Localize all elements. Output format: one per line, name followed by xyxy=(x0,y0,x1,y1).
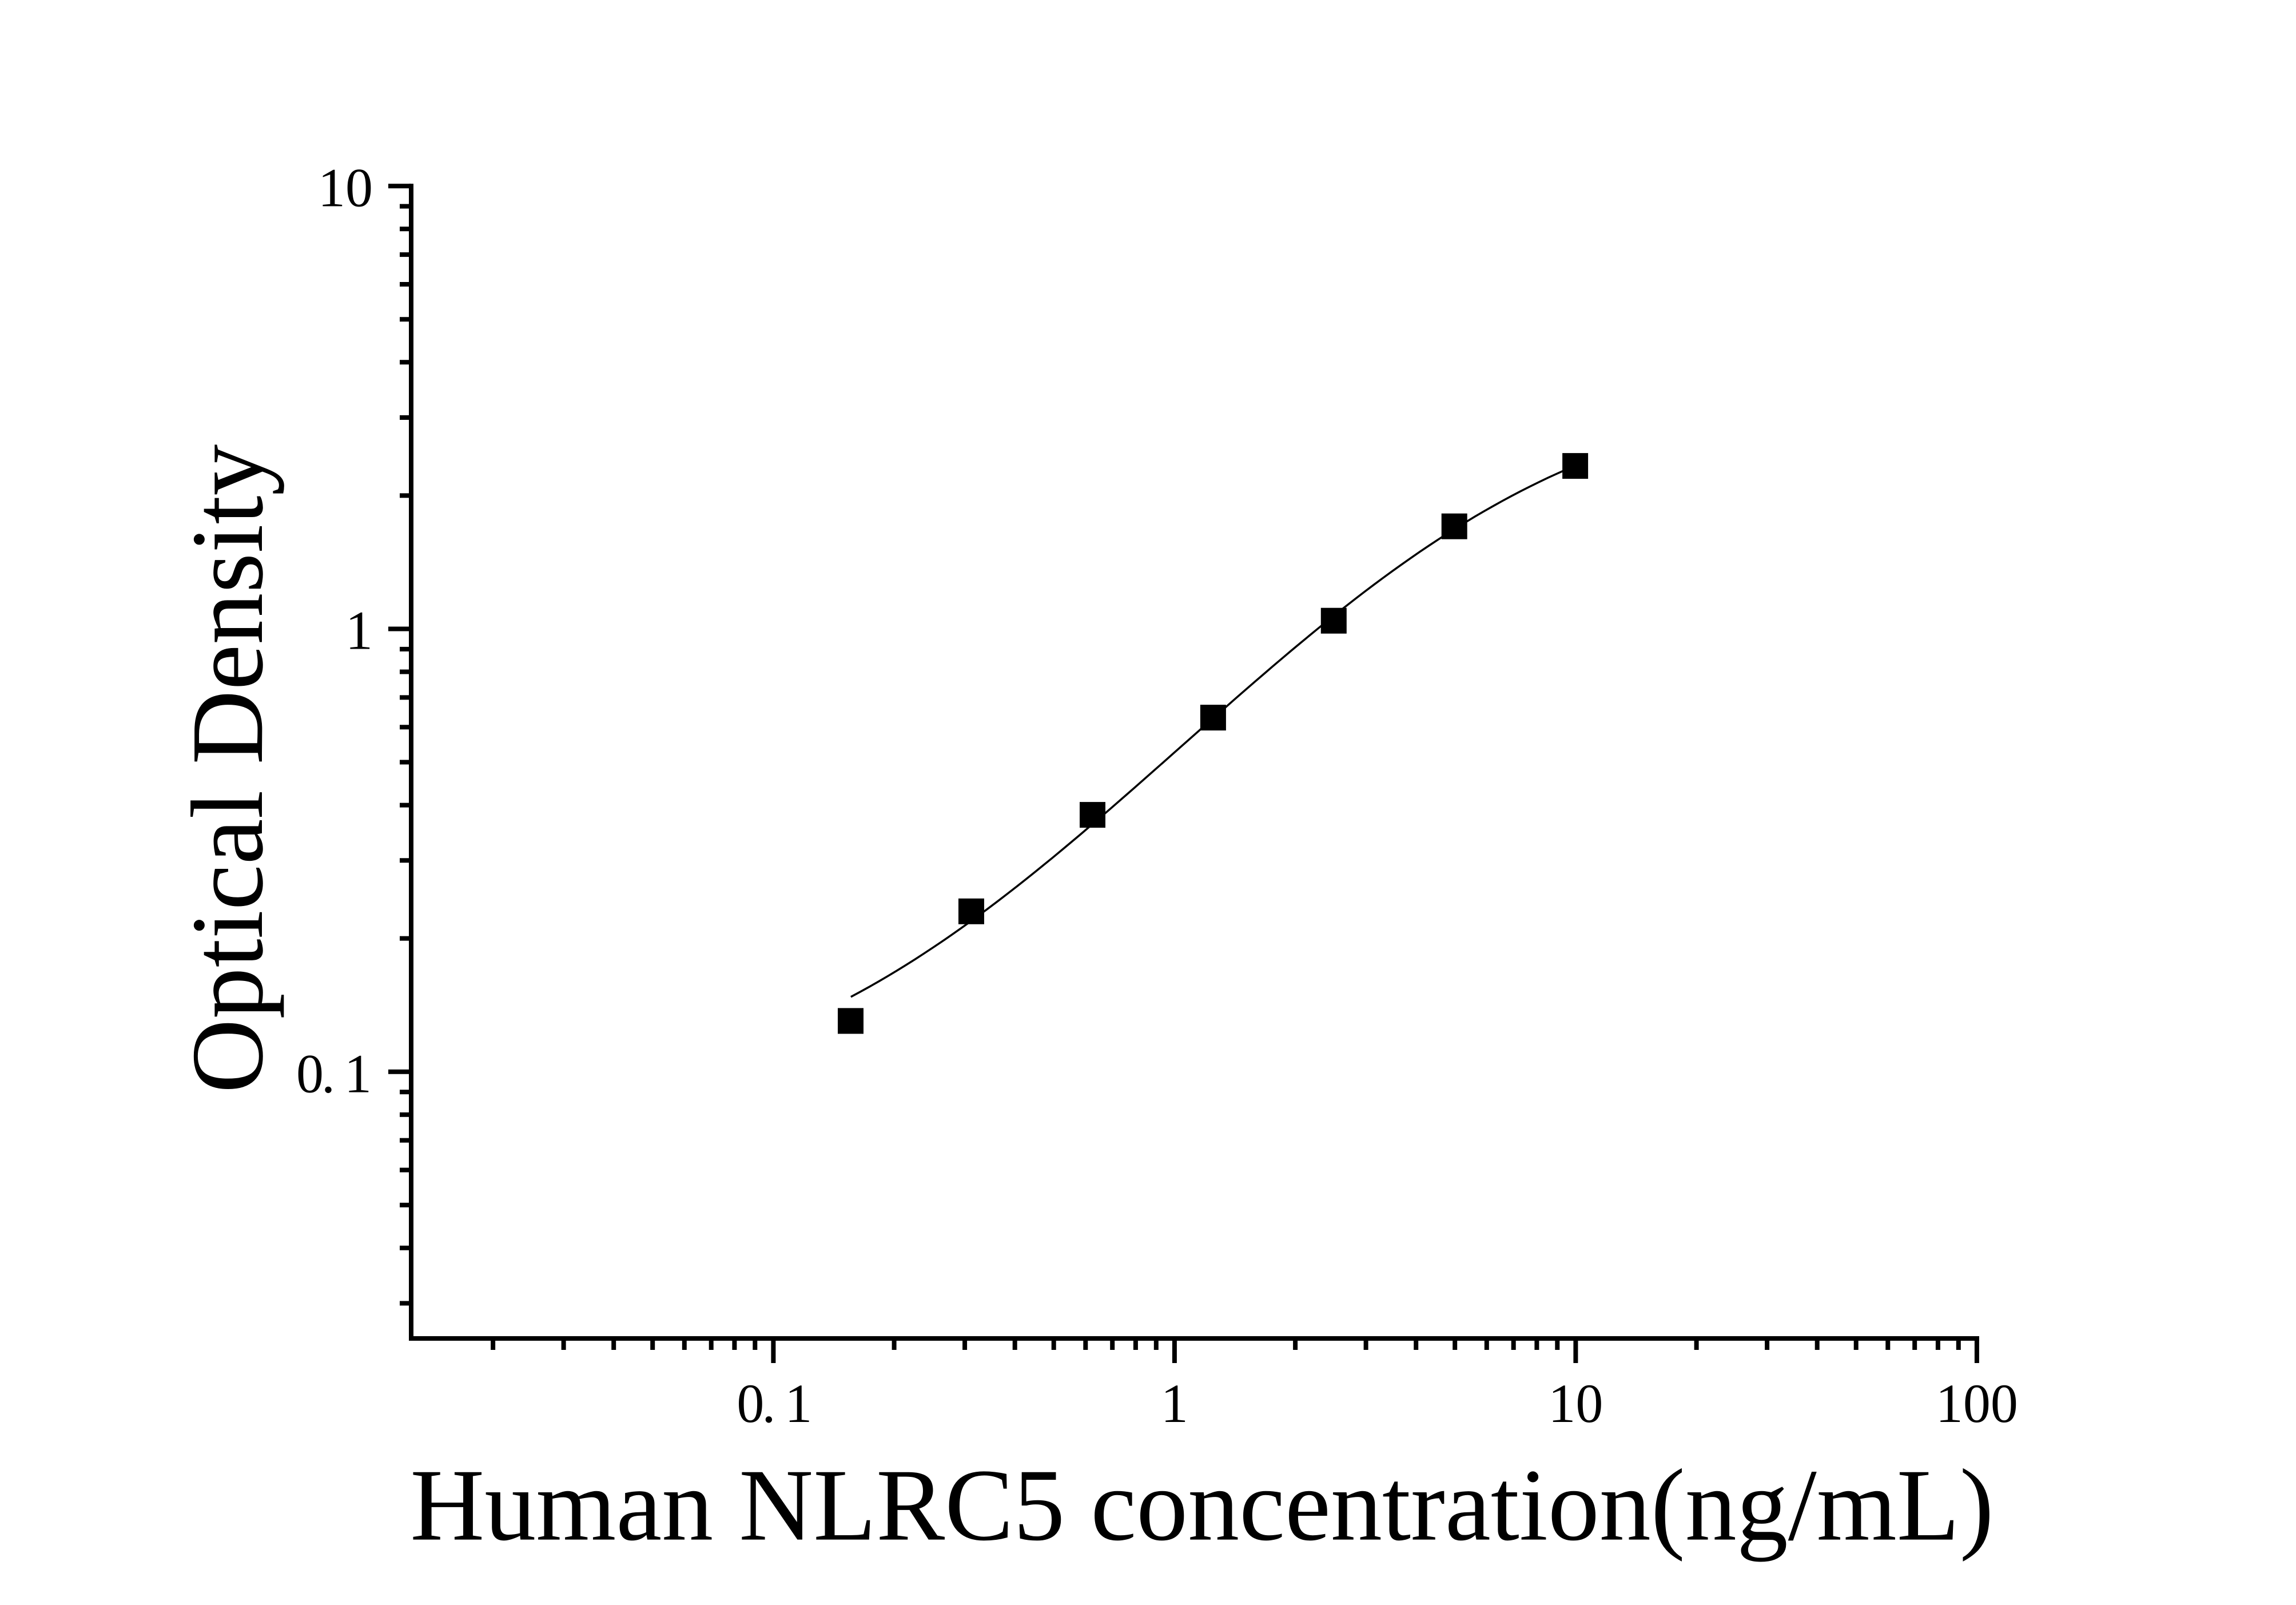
svg-text:10: 10 xyxy=(318,157,373,218)
svg-text:0. 1: 0. 1 xyxy=(296,1043,369,1105)
svg-text:100: 100 xyxy=(1936,1373,2018,1434)
svg-text:Human NLRC5 concentration(ng/m: Human NLRC5 concentration(ng/mL) xyxy=(410,1448,1993,1562)
svg-text:1: 1 xyxy=(345,600,373,661)
svg-text:Optical Density: Optical Density xyxy=(170,444,284,1094)
svg-text:10: 10 xyxy=(1548,1373,1603,1434)
svg-text:1: 1 xyxy=(1161,1373,1188,1434)
svg-text:0. 1: 0. 1 xyxy=(737,1373,810,1434)
